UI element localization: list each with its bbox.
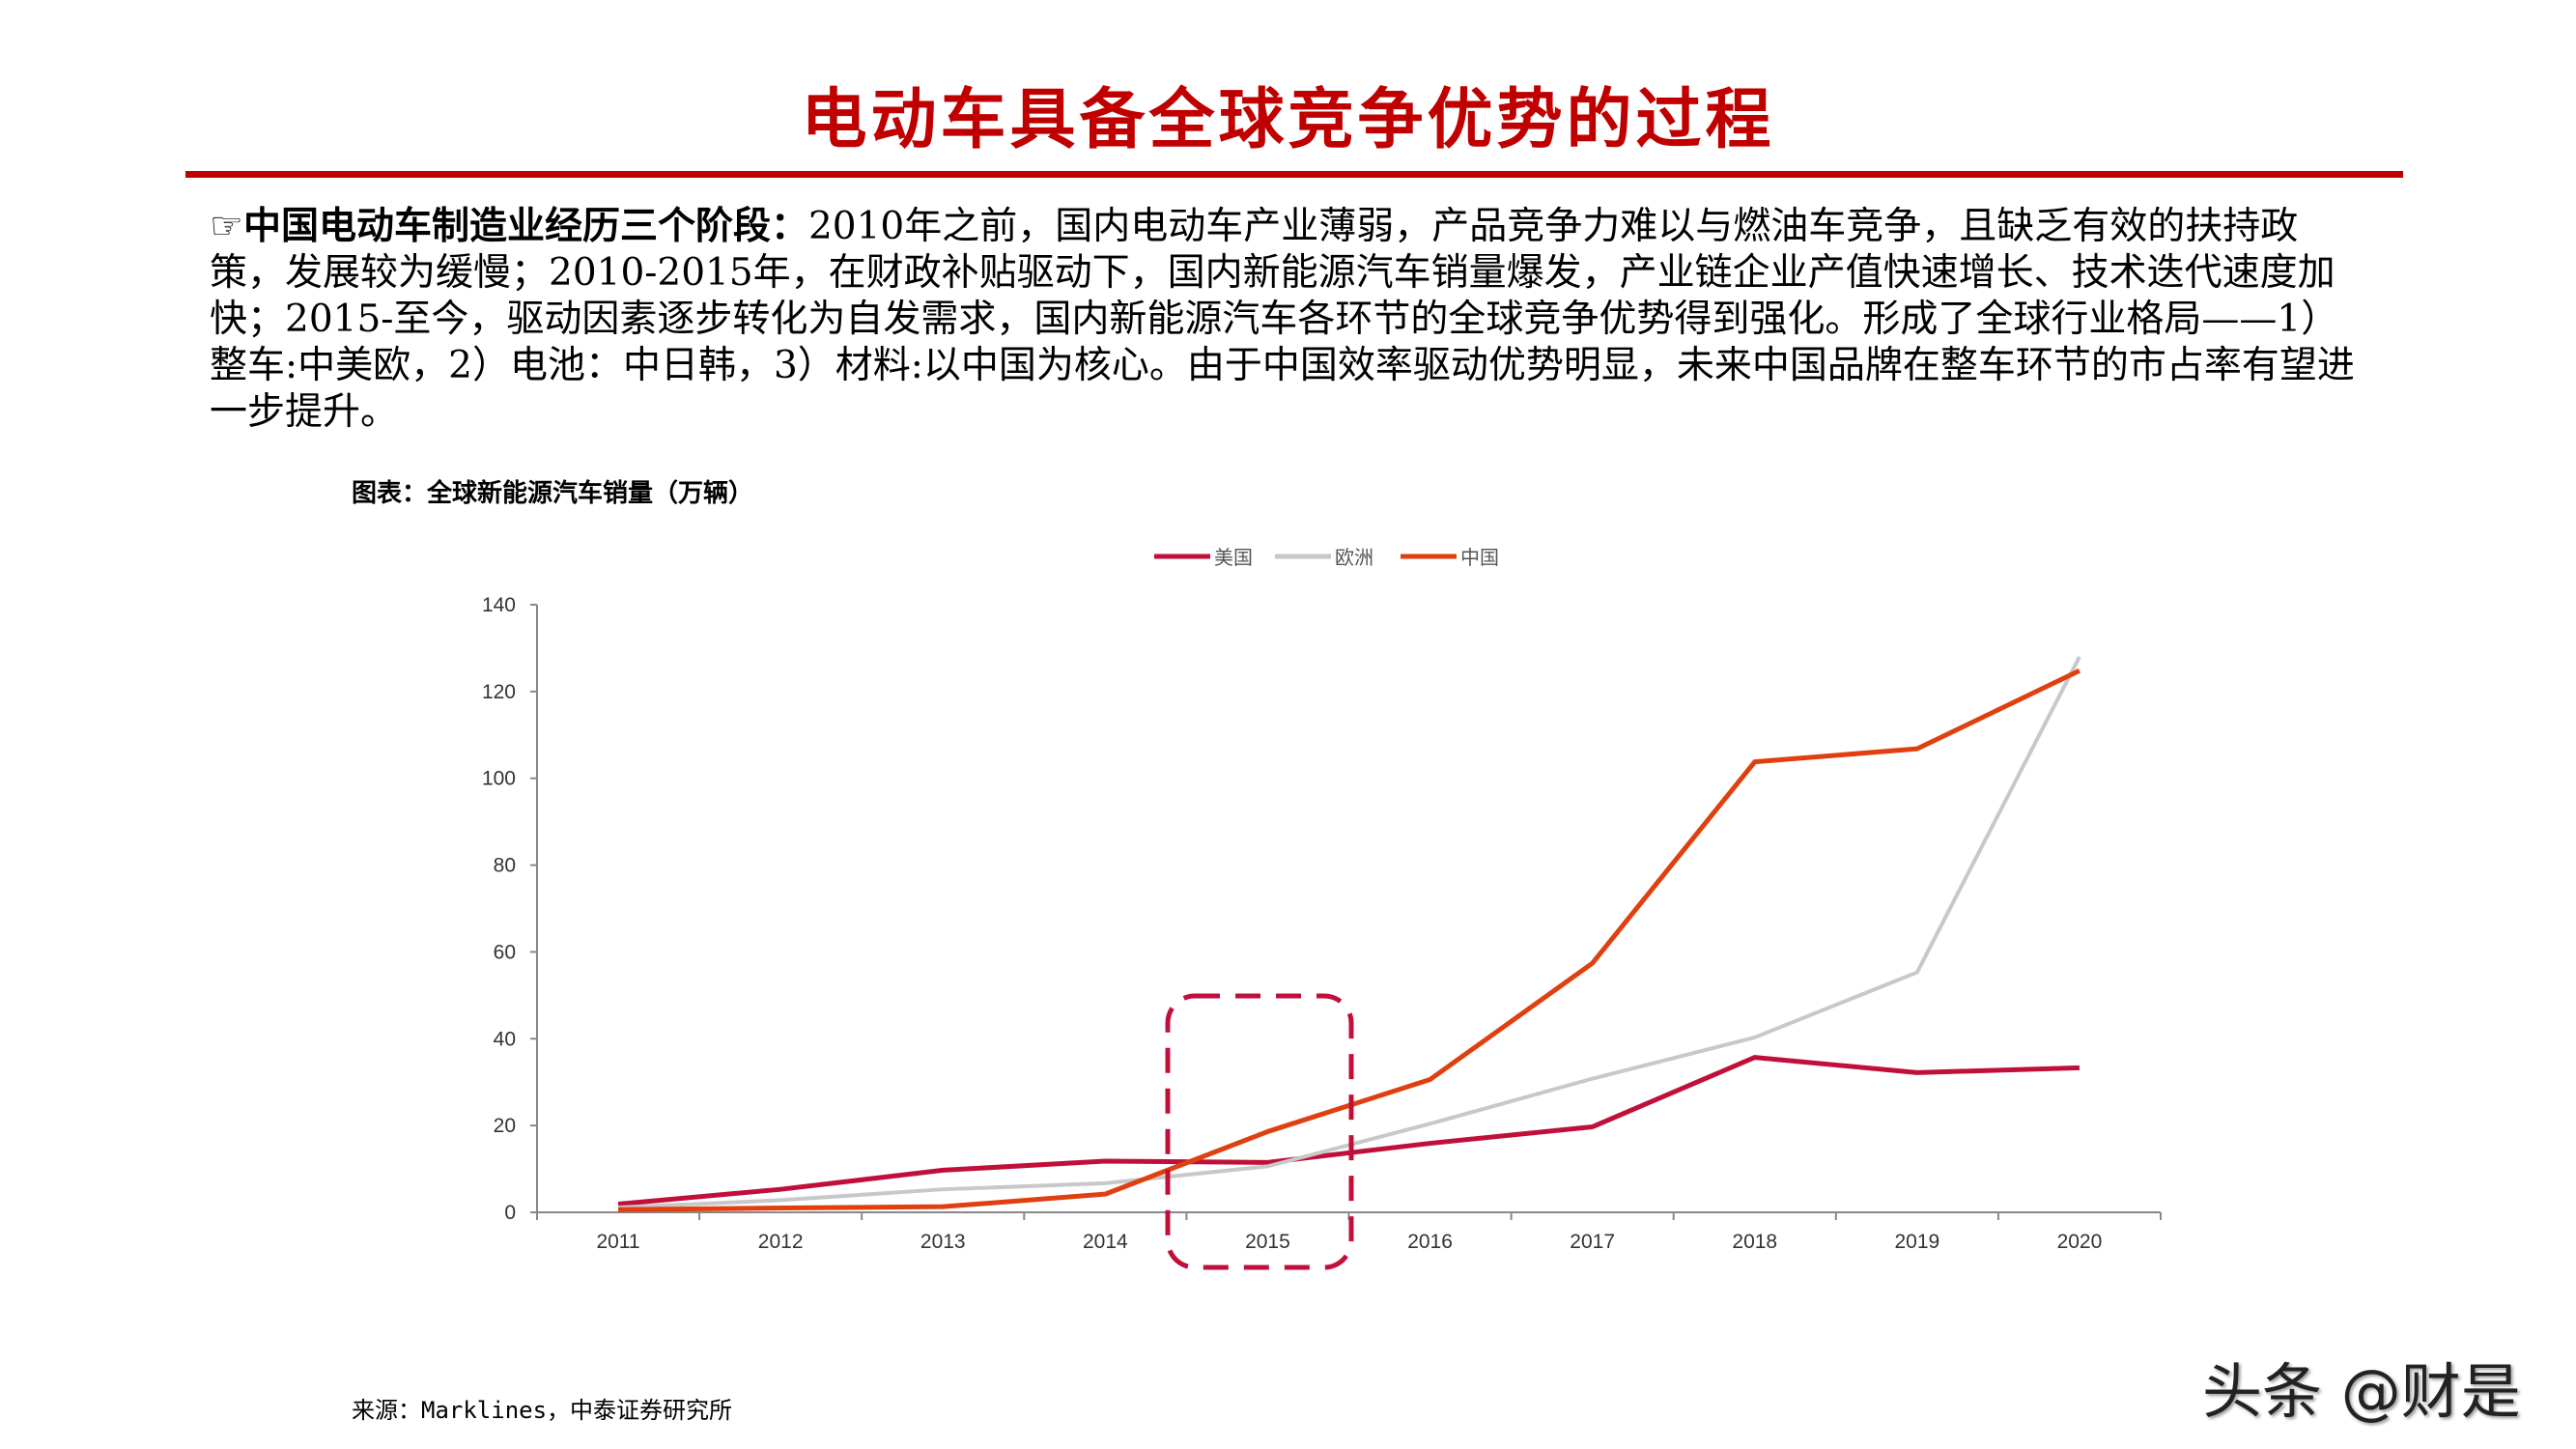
axes: 0 20 40 60 80 100 120 140 2011 2012 2013 2014 2015 20… [482,594,2162,1253]
legend-label: 中国 [1460,546,1499,569]
x-tick-label: 2012 [758,1231,804,1253]
series-line-2 [618,668,2081,1212]
y-tick-label: 40 [494,1028,516,1050]
y-tick-label: 60 [494,941,516,963]
x-tick-label: 2017 [1570,1231,1615,1253]
chart-caption: 图表：全球新能源汽车销量（万辆） [352,479,754,508]
legend-label: 欧洲 [1335,546,1373,569]
x-tick-label: 2020 [2057,1231,2103,1253]
legend: 美国 欧洲 中国 [1154,546,1499,569]
y-tick-label: 0 [504,1202,516,1224]
x-tick-label: 2018 [1732,1231,1777,1253]
x-tick-label: 2015 [1245,1231,1290,1253]
y-tick-label: 120 [482,681,516,703]
pointing-hand-icon: ☞ [210,205,243,248]
y-tick-label: 80 [494,855,516,877]
body-paragraph: ☞中国电动车制造业经历三个阶段：2010年之前，国内电动车产业薄弱，产品竞争力难… [210,203,2373,436]
y-tick-label: 140 [482,594,516,616]
body-text: 2010年之前，国内电动车产业薄弱，产品竞争力难以与燃油车竞争，且缺乏有效的扶持… [210,205,2355,434]
source-note: 来源：Marklines，中泰证券研究所 [352,1397,733,1424]
series-line-1 [617,655,2081,1210]
body-lead: 中国电动车制造业经历三个阶段： [242,204,808,248]
x-tick-label: 2016 [1407,1231,1453,1253]
y-tick-label: 100 [482,768,516,790]
watermark: 头条 @财是 [2202,1356,2521,1427]
line-chart: 美国 欧洲 中国 0 20 40 60 80 100 120 140 2011 2012 2013 201… [482,546,2162,1270]
x-tick-label: 2014 [1083,1231,1128,1253]
x-tick-label: 2019 [1894,1231,1939,1253]
page-title: 电动车具备全球竞争优势的过程 [801,81,1775,158]
series-lines [617,655,2081,1212]
x-tick-label: 2011 [596,1231,639,1253]
highlight-box-2015 [1165,993,1354,1270]
y-tick-label: 20 [494,1115,516,1137]
x-tick-label: 2013 [920,1231,966,1253]
title-divider [185,171,2403,178]
legend-label: 美国 [1214,546,1253,569]
